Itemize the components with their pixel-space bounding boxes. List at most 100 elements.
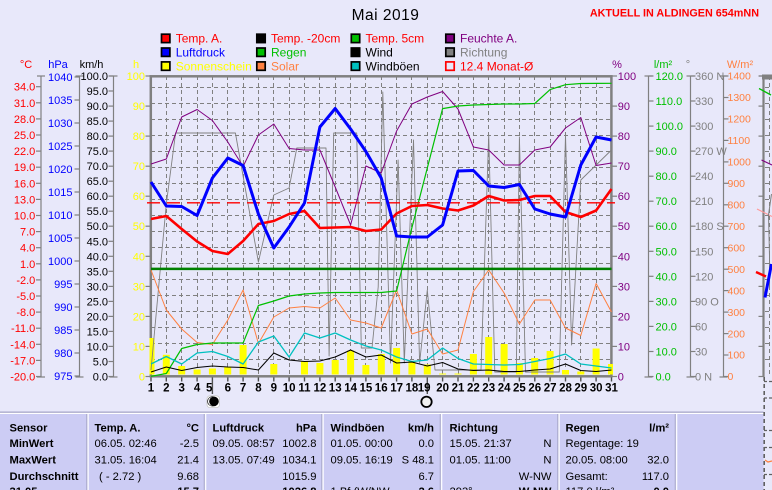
svg-text:22.0: 22.0	[14, 146, 35, 158]
svg-text:100: 100	[728, 350, 746, 362]
svg-text:1035: 1035	[48, 95, 72, 107]
svg-text:S 48.1: S 48.1	[402, 455, 434, 467]
svg-text:85.0: 85.0	[87, 116, 108, 128]
svg-text:70.0: 70.0	[656, 196, 677, 208]
svg-text:600: 600	[728, 242, 746, 254]
svg-text:Wind: Wind	[366, 46, 393, 60]
svg-text:1200: 1200	[728, 114, 752, 126]
svg-text:60: 60	[618, 191, 630, 203]
svg-text:1300: 1300	[728, 92, 752, 104]
svg-text:6: 6	[225, 383, 231, 395]
svg-text:hPa: hPa	[296, 423, 317, 435]
svg-text:150: 150	[695, 246, 713, 258]
svg-text:500: 500	[728, 264, 746, 276]
svg-text:1010: 1010	[48, 210, 72, 222]
svg-text:1.0: 1.0	[20, 259, 35, 271]
svg-text:20.0: 20.0	[87, 311, 108, 323]
svg-text:20: 20	[133, 311, 145, 323]
svg-text:240: 240	[695, 171, 713, 183]
svg-text:18: 18	[406, 383, 419, 395]
svg-text:0.0: 0.0	[653, 486, 669, 490]
svg-text:28.0: 28.0	[14, 114, 35, 126]
svg-text:300: 300	[695, 121, 713, 133]
svg-text:15: 15	[360, 383, 373, 395]
svg-text:90.0: 90.0	[87, 101, 108, 113]
svg-text:4.0: 4.0	[20, 243, 35, 255]
svg-text:N: N	[543, 455, 551, 467]
svg-text:29: 29	[574, 383, 587, 395]
svg-text:4: 4	[194, 383, 201, 395]
svg-text:1 Bf (W/NW: 1 Bf (W/NW	[331, 486, 390, 490]
svg-text:km/h: km/h	[80, 59, 104, 71]
svg-text:800: 800	[728, 200, 746, 212]
svg-text:5: 5	[206, 383, 213, 395]
svg-text:60.0: 60.0	[656, 221, 677, 233]
svg-text:30: 30	[590, 383, 603, 395]
svg-text:0: 0	[618, 372, 624, 384]
svg-text:MinWert: MinWert	[10, 438, 54, 450]
svg-text:5.0: 5.0	[93, 357, 108, 369]
svg-text:95.0: 95.0	[87, 86, 108, 98]
svg-text:270 W: 270 W	[695, 146, 727, 158]
svg-text:10: 10	[618, 341, 630, 353]
svg-text:100: 100	[127, 71, 145, 83]
svg-text:34.0: 34.0	[14, 82, 35, 94]
svg-text:1002.8: 1002.8	[282, 438, 316, 450]
svg-text:10.0: 10.0	[14, 211, 35, 223]
svg-text:7: 7	[240, 383, 246, 395]
svg-text:Temp. -20cm: Temp. -20cm	[271, 32, 340, 46]
svg-text:09.05. 08:57: 09.05. 08:57	[213, 438, 275, 450]
svg-text:25.0: 25.0	[87, 296, 108, 308]
svg-text:120.0: 120.0	[656, 71, 684, 83]
svg-text:31.05: 31.05	[10, 486, 38, 490]
svg-text:80.0: 80.0	[656, 171, 677, 183]
svg-text:90.0: 90.0	[656, 146, 677, 158]
svg-text:15.7: 15.7	[177, 486, 199, 490]
svg-text:-11.0: -11.0	[11, 323, 35, 335]
svg-text:40.0: 40.0	[87, 251, 108, 263]
svg-text:28: 28	[559, 383, 572, 395]
svg-text:31.0: 31.0	[14, 98, 35, 110]
svg-text:70: 70	[618, 161, 630, 173]
svg-text:-2.0: -2.0	[16, 275, 35, 287]
svg-text:10: 10	[283, 383, 296, 395]
svg-text:293°: 293°	[450, 486, 473, 490]
svg-text:01.05. 11:00: 01.05. 11:00	[450, 455, 511, 467]
svg-text:N: N	[543, 438, 551, 450]
svg-text:1100: 1100	[728, 135, 751, 147]
svg-text:75.0: 75.0	[87, 146, 108, 158]
svg-text:11: 11	[298, 383, 311, 395]
svg-text:9.68: 9.68	[177, 471, 199, 483]
svg-text:31.05. 16:04: 31.05. 16:04	[95, 455, 157, 467]
svg-text:-14.0: -14.0	[10, 339, 35, 351]
svg-text:985: 985	[54, 325, 72, 337]
svg-text:80.0: 80.0	[87, 131, 108, 143]
svg-text:1026.8: 1026.8	[282, 486, 316, 490]
svg-text:10.0: 10.0	[656, 347, 677, 359]
svg-text:Luftdruck: Luftdruck	[213, 423, 265, 435]
svg-text:Temp. A.: Temp. A.	[176, 32, 223, 46]
svg-text:°C: °C	[186, 423, 199, 435]
svg-text:90: 90	[133, 101, 145, 113]
svg-text:12.4 Monat-Ø: 12.4 Monat-Ø	[460, 59, 533, 73]
svg-text:117.0 l/m²: 117.0 l/m²	[566, 486, 615, 490]
svg-text:0.0: 0.0	[418, 438, 434, 450]
svg-text:700: 700	[728, 221, 746, 233]
svg-text:AKTUELL IN ALDINGEN 654mNN: AKTUELL IN ALDINGEN 654mNN	[590, 8, 759, 20]
svg-text:6.7: 6.7	[418, 471, 434, 483]
svg-text:Regen: Regen	[271, 46, 306, 60]
svg-text:980: 980	[54, 348, 72, 360]
svg-text:8: 8	[255, 383, 262, 395]
svg-text:25: 25	[513, 383, 526, 395]
svg-text:hPa: hPa	[48, 59, 68, 71]
svg-text:1025: 1025	[48, 141, 72, 153]
svg-text:50: 50	[133, 221, 145, 233]
svg-text:50: 50	[618, 221, 630, 233]
svg-text:Windböen: Windböen	[331, 423, 385, 435]
svg-text:( - 2.72 ): ( - 2.72 )	[99, 471, 142, 483]
svg-text:100.0: 100.0	[80, 71, 108, 83]
svg-text:100: 100	[618, 71, 636, 83]
svg-text:2: 2	[163, 383, 169, 395]
svg-text:Luftdruck: Luftdruck	[176, 46, 226, 60]
svg-text:1005: 1005	[48, 233, 72, 245]
